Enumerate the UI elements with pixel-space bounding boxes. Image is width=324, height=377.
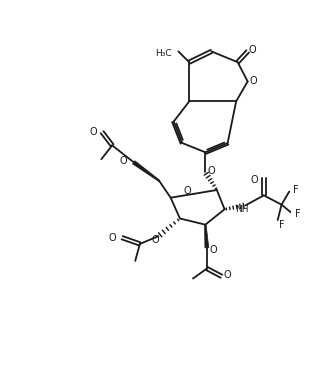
Text: O: O [184,186,191,196]
Text: O: O [90,127,98,137]
Text: O: O [249,77,257,86]
Text: O: O [151,235,159,245]
Text: O: O [208,166,215,176]
Text: O: O [224,270,231,280]
Text: O: O [250,175,258,185]
Polygon shape [133,161,160,181]
Text: F: F [295,209,300,219]
Text: O: O [249,45,256,55]
Text: O: O [209,245,217,255]
Text: NH: NH [236,205,249,214]
Text: F: F [293,185,299,195]
Text: O: O [120,156,128,166]
Polygon shape [204,225,209,248]
Text: F: F [279,220,285,230]
Text: H₃C: H₃C [156,49,172,58]
Text: O: O [108,233,116,243]
